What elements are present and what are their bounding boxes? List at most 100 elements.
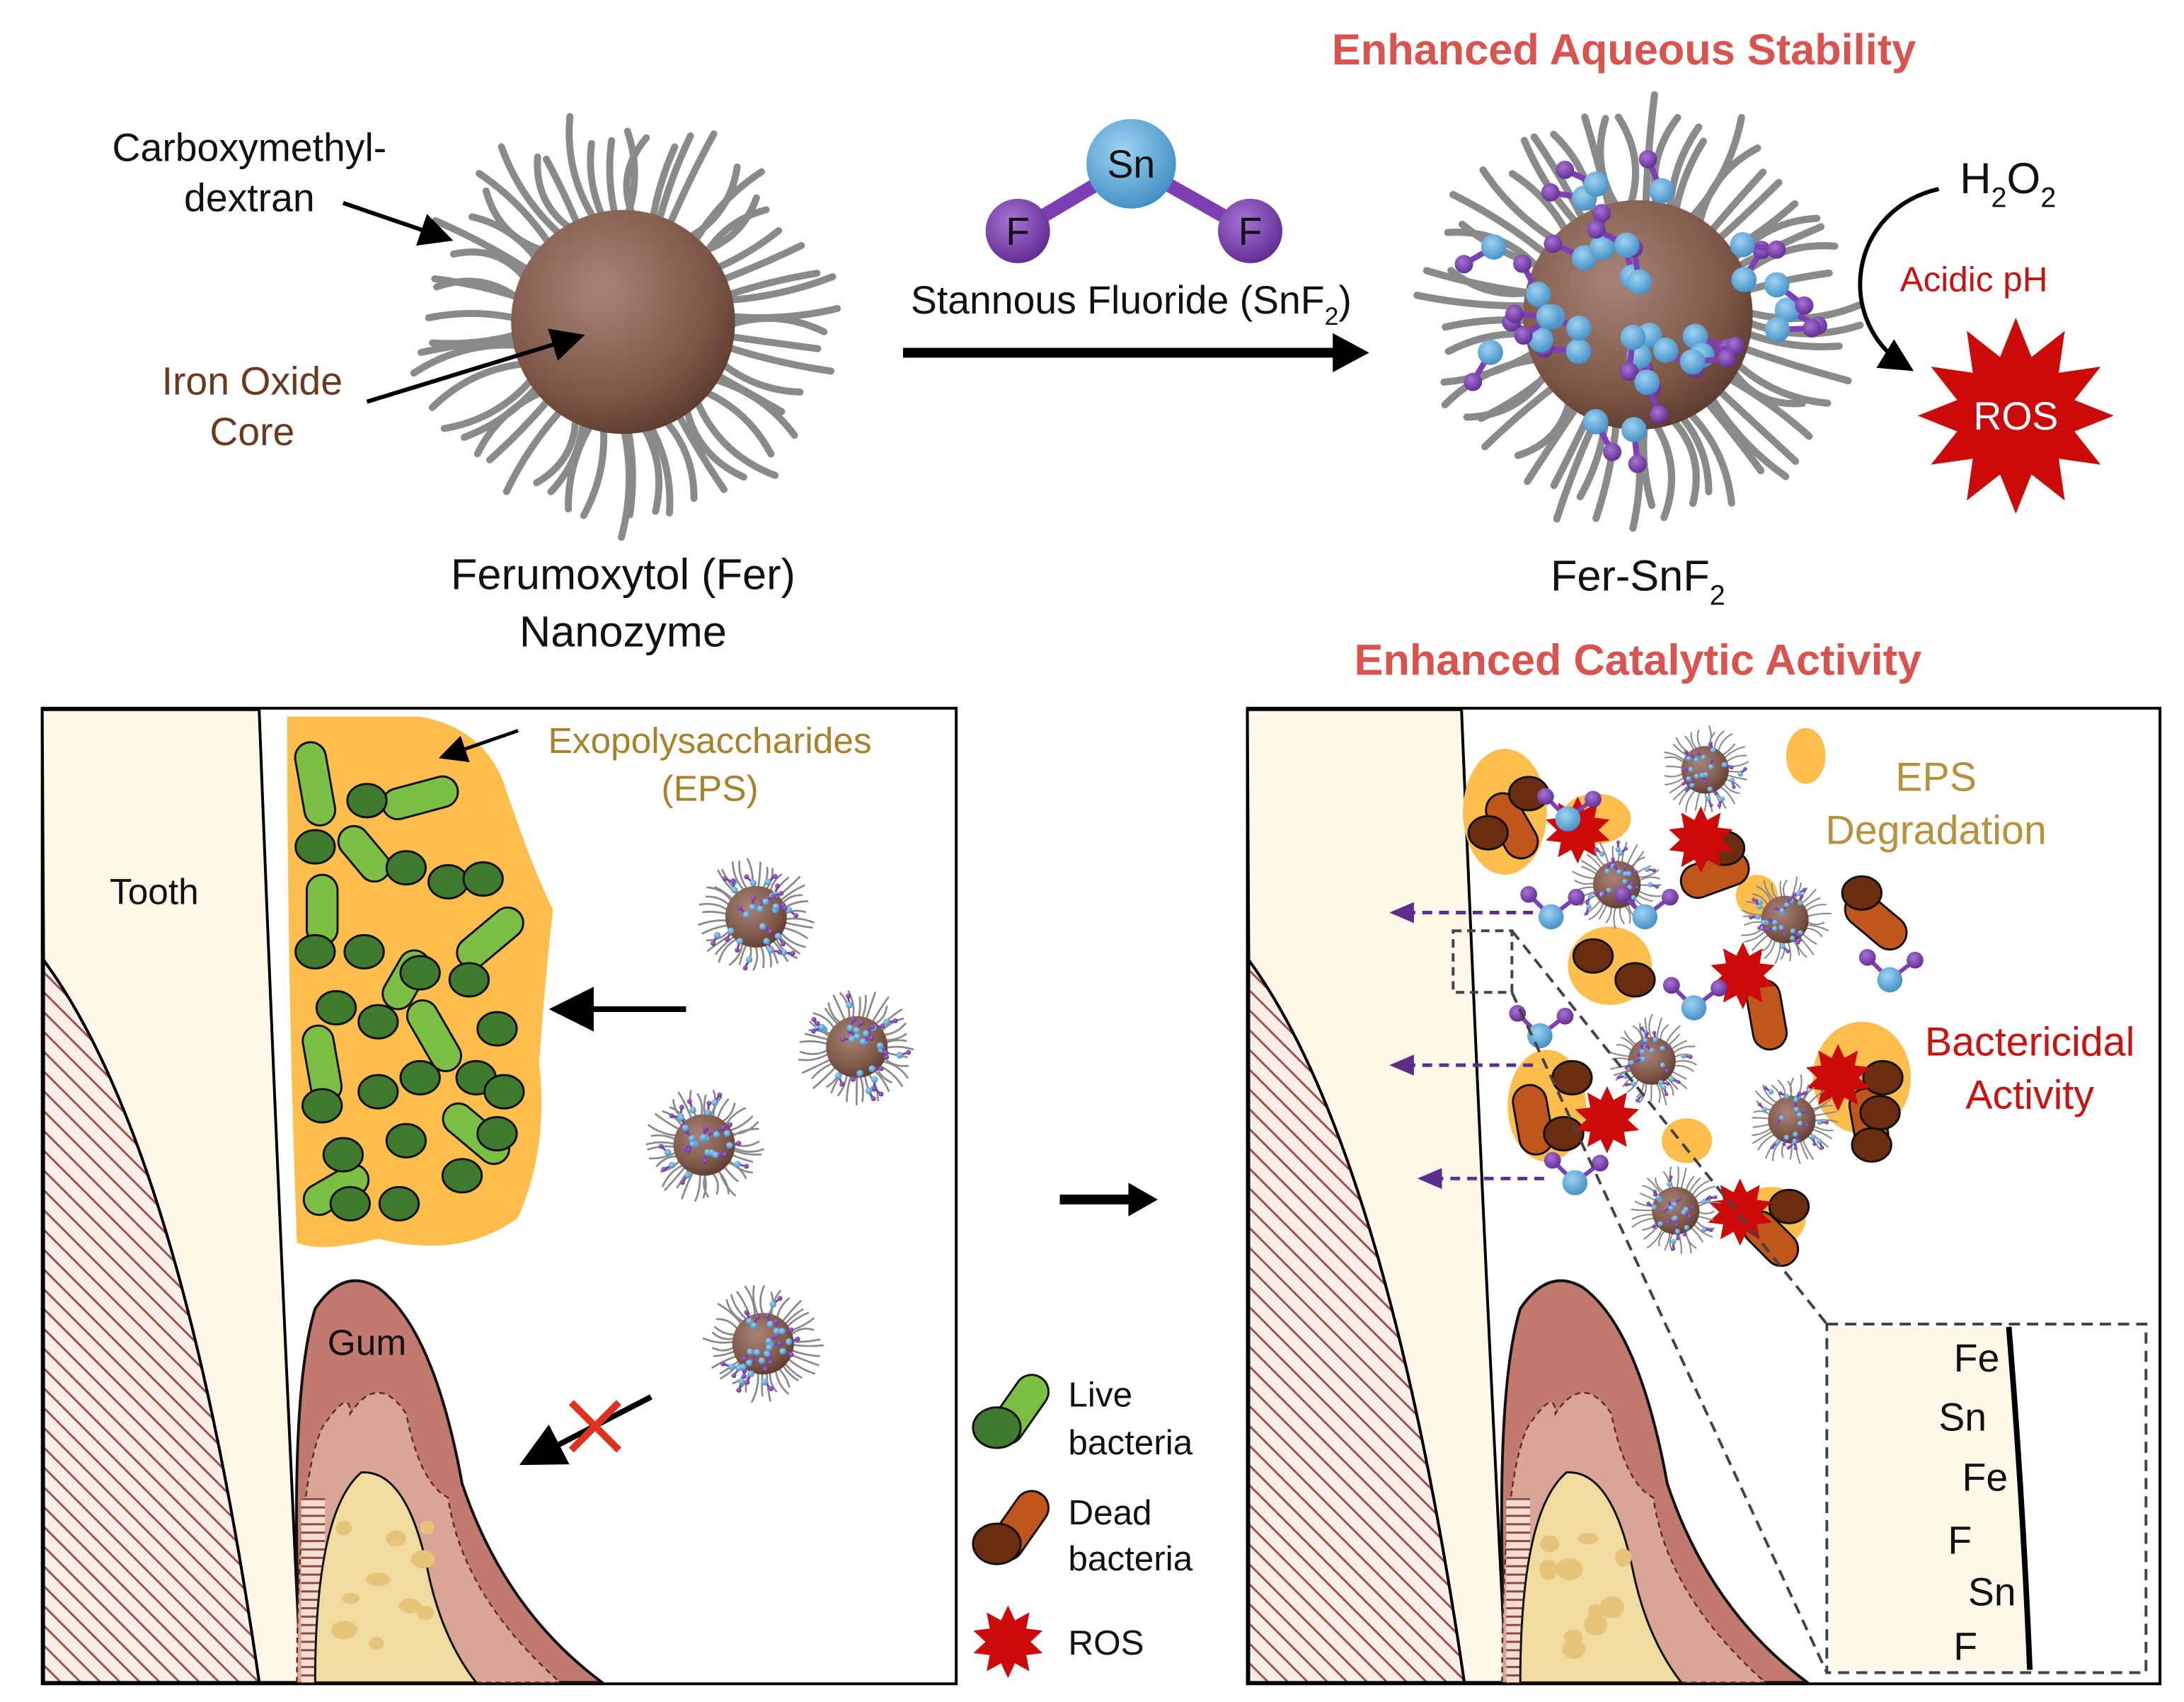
tin-atom bbox=[1790, 928, 1795, 934]
fluorine-atom bbox=[1620, 362, 1638, 381]
fluorine-atom bbox=[736, 1140, 742, 1146]
fluorine-atom bbox=[1636, 1051, 1640, 1055]
tin-atom bbox=[1877, 967, 1903, 993]
fluorine-atom bbox=[778, 890, 784, 896]
fluorine-atom bbox=[1770, 1145, 1774, 1149]
fluorine-atom bbox=[771, 894, 776, 899]
fluorine-atom bbox=[1650, 405, 1669, 424]
tin-atom bbox=[1538, 904, 1564, 930]
fluorine-atom bbox=[1601, 892, 1606, 897]
fluorine-atom bbox=[1629, 882, 1634, 886]
tin-atom bbox=[1793, 1132, 1798, 1137]
live-bacterium-coccus bbox=[346, 783, 388, 819]
fluorine-atom bbox=[839, 1081, 845, 1087]
tin-atom bbox=[738, 1378, 745, 1385]
tin-atom bbox=[1525, 281, 1551, 307]
fluorine-atom bbox=[1743, 766, 1747, 771]
fluorine-atom bbox=[1713, 1195, 1718, 1200]
tin-atom bbox=[763, 1350, 771, 1357]
bone-trabecula bbox=[410, 1550, 435, 1569]
tin-atom bbox=[835, 1072, 842, 1079]
fluorine-atom bbox=[1786, 949, 1790, 953]
fluorine-atom bbox=[1708, 1195, 1712, 1200]
fluorine-atom bbox=[1661, 888, 1679, 906]
live-bacterium-coccus bbox=[483, 1074, 525, 1110]
live-bacterium-rod bbox=[294, 741, 337, 827]
eps-pointer-arrow bbox=[438, 729, 519, 762]
tin-atom bbox=[746, 1318, 753, 1325]
fluorine-atom bbox=[1691, 1206, 1695, 1210]
dead-bacterium-coccus bbox=[1614, 962, 1656, 998]
fluorine-atom bbox=[703, 1125, 708, 1131]
fluorine-atom bbox=[1607, 862, 1611, 866]
tin-atom bbox=[859, 1038, 867, 1045]
tin-atom bbox=[1681, 1053, 1686, 1059]
fluorine-atom bbox=[780, 941, 786, 947]
fluorine-atom bbox=[1594, 847, 1599, 851]
tin-atom bbox=[780, 949, 787, 956]
legend-live-bacteria: bacteria bbox=[1068, 1423, 1192, 1462]
ros-star bbox=[1806, 1044, 1870, 1112]
zoom-region bbox=[1452, 929, 1514, 994]
fluorine-atom bbox=[795, 1336, 800, 1342]
tin-atom bbox=[1660, 1045, 1665, 1051]
live-bacterium-coccus bbox=[972, 1406, 1022, 1449]
fluorine-atom bbox=[1665, 1069, 1669, 1073]
fluorine-atom bbox=[1614, 885, 1631, 903]
iron-oxide-core bbox=[511, 209, 735, 435]
fluorine-atom bbox=[1782, 1142, 1786, 1146]
fluorine-atom bbox=[1544, 234, 1563, 253]
fer-nanozyme: Nanozyme bbox=[519, 607, 727, 656]
tin-atom bbox=[1562, 1170, 1588, 1196]
fluorine-atom bbox=[1797, 1091, 1802, 1096]
fluorine-atom bbox=[744, 874, 749, 880]
fluorine-atom bbox=[883, 1050, 889, 1055]
fluorine-atom bbox=[1677, 1197, 1682, 1201]
fluorine-atom bbox=[811, 1017, 817, 1022]
tin-atom bbox=[1701, 754, 1706, 760]
eps-remnant bbox=[1661, 1118, 1713, 1163]
legend-live: Live bbox=[1068, 1376, 1132, 1415]
fluorine-atom bbox=[1786, 1145, 1791, 1150]
tin-atom bbox=[1729, 777, 1735, 783]
fluorine-atom bbox=[1218, 198, 1282, 263]
iron-oxide-core bbox=[826, 1016, 888, 1078]
tin-atom bbox=[700, 1134, 707, 1141]
tin-atom bbox=[1642, 1037, 1648, 1043]
fluorine-atom bbox=[717, 1092, 723, 1098]
fluorine-atom bbox=[1788, 897, 1793, 901]
tin-atom bbox=[1757, 899, 1763, 905]
dextran-strand bbox=[606, 137, 621, 225]
tin-atom bbox=[1649, 1047, 1655, 1053]
bone-trabecula bbox=[1562, 1639, 1586, 1659]
tin-atom bbox=[1761, 1107, 1767, 1112]
dextran-strand bbox=[476, 170, 557, 253]
tin-atom bbox=[1669, 1076, 1674, 1083]
fluorine-atom bbox=[1662, 977, 1680, 994]
dextran-strand bbox=[720, 305, 841, 321]
iron-oxide-core bbox=[1652, 1187, 1700, 1235]
fluorine-atom bbox=[1805, 1123, 1809, 1127]
fluorine-atom bbox=[1674, 1223, 1679, 1227]
tin-atom bbox=[1658, 1079, 1664, 1086]
fluorine-atom bbox=[1761, 927, 1766, 931]
live-bacterium-coccus bbox=[462, 861, 504, 897]
tin-atom bbox=[856, 1069, 863, 1077]
tin-atom bbox=[1774, 1139, 1781, 1146]
fluorine-atom bbox=[1729, 765, 1734, 770]
fluorine-atom bbox=[1646, 1201, 1650, 1205]
tin-atom bbox=[704, 1109, 712, 1116]
tin-atom bbox=[1631, 895, 1637, 900]
tin-atom bbox=[1810, 1134, 1816, 1140]
live-bacteria-cluster bbox=[294, 741, 525, 1221]
live-bacterium-rod bbox=[305, 873, 339, 946]
fluorine-atom bbox=[1795, 296, 1814, 315]
tin-atom bbox=[1722, 761, 1728, 768]
fluorine-atom bbox=[1681, 781, 1686, 786]
dead-bacterium-coccus bbox=[1859, 1095, 1901, 1131]
tin-atom bbox=[1684, 1225, 1689, 1231]
fluorine-atom bbox=[1592, 204, 1611, 223]
gum-label: Gum bbox=[328, 1322, 406, 1363]
fluorine-atom bbox=[1754, 898, 1758, 903]
